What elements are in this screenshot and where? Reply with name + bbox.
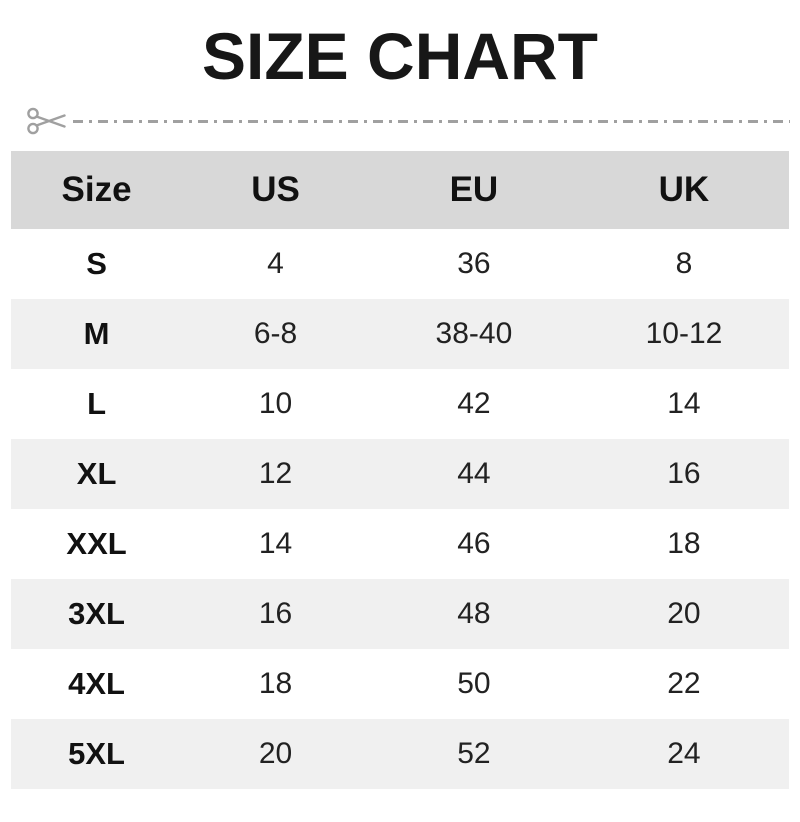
dashed-divider-line bbox=[73, 119, 790, 123]
table-row: S 4 36 8 bbox=[11, 229, 789, 299]
header-cell-uk: UK bbox=[658, 170, 710, 209]
cell-uk: 20 bbox=[667, 597, 701, 630]
cell-uk: 16 bbox=[667, 457, 701, 490]
cell-size: 3XL bbox=[68, 596, 125, 631]
cell-eu: 52 bbox=[457, 737, 491, 770]
size-table: Size US EU UK S 4 36 8 M 6-8 38-40 10-12… bbox=[11, 151, 789, 789]
table-row: M 6-8 38-40 10-12 bbox=[11, 299, 789, 369]
table-row: 4XL 18 50 22 bbox=[11, 649, 789, 719]
cell-eu: 38-40 bbox=[435, 317, 513, 350]
table-row: 5XL 20 52 24 bbox=[11, 719, 789, 789]
cell-us: 14 bbox=[258, 527, 293, 560]
cell-uk: 8 bbox=[675, 247, 693, 280]
cell-uk: 14 bbox=[667, 387, 701, 420]
cell-uk: 10-12 bbox=[645, 317, 723, 350]
cell-us: 10 bbox=[258, 387, 293, 420]
cell-eu: 46 bbox=[457, 527, 491, 560]
table-header-row: Size US EU UK bbox=[11, 151, 789, 229]
cell-us: 18 bbox=[258, 667, 293, 700]
cell-uk: 18 bbox=[667, 527, 701, 560]
header-cell-size: Size bbox=[61, 170, 132, 209]
cell-uk: 22 bbox=[667, 667, 701, 700]
cell-eu: 42 bbox=[457, 387, 491, 420]
cell-us: 16 bbox=[258, 597, 293, 630]
table-row: L 10 42 14 bbox=[11, 369, 789, 439]
table-row: XL 12 44 16 bbox=[11, 439, 789, 509]
cell-eu: 44 bbox=[457, 457, 491, 490]
cell-size: 4XL bbox=[68, 666, 125, 701]
table-row: XXL 14 46 18 bbox=[11, 509, 789, 579]
cell-us: 4 bbox=[267, 247, 284, 280]
cell-eu: 48 bbox=[457, 597, 491, 630]
scissors-icon bbox=[26, 106, 68, 136]
cell-size: L bbox=[87, 386, 107, 421]
cell-size: M bbox=[83, 316, 110, 351]
cell-size: XXL bbox=[66, 526, 127, 561]
cell-eu: 36 bbox=[457, 247, 491, 280]
page-title: SIZE CHART bbox=[202, 19, 598, 93]
cell-size: S bbox=[86, 246, 107, 281]
cell-size: 5XL bbox=[68, 736, 125, 771]
header-cell-eu: EU bbox=[449, 170, 499, 209]
cut-line-divider bbox=[26, 105, 790, 137]
table-row: 3XL 16 48 20 bbox=[11, 579, 789, 649]
cell-uk: 24 bbox=[667, 737, 701, 770]
header-cell-us: US bbox=[251, 170, 300, 209]
cell-us: 20 bbox=[258, 737, 293, 770]
cell-eu: 50 bbox=[457, 667, 491, 700]
size-chart-page: SIZE CHART Size US EU UK S 4 36 8 M bbox=[0, 22, 800, 789]
cell-us: 12 bbox=[258, 457, 293, 490]
cell-us: 6-8 bbox=[253, 317, 298, 350]
cell-size: XL bbox=[76, 456, 117, 491]
